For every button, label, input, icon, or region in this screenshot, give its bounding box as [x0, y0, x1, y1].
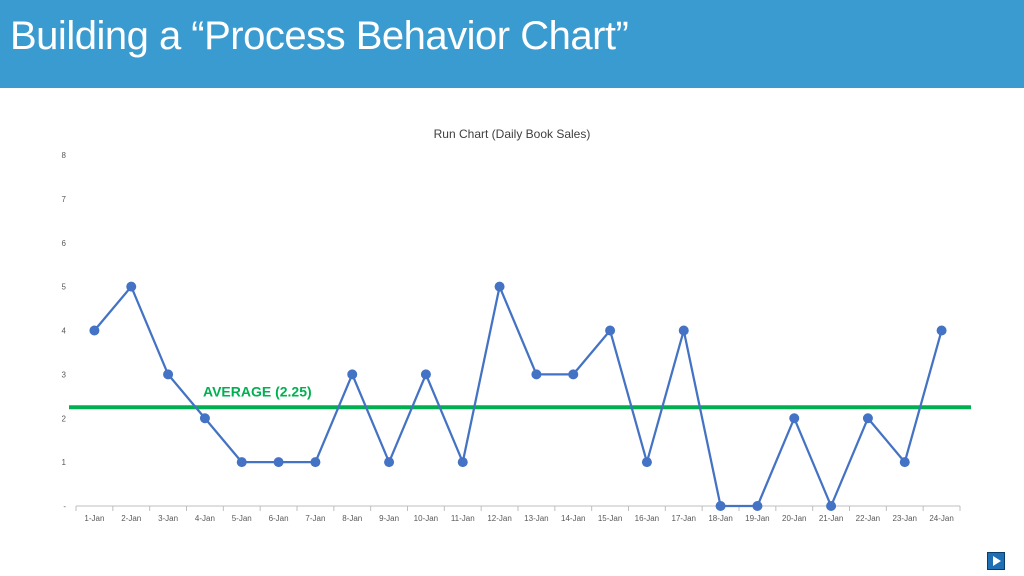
data-point — [126, 281, 137, 292]
data-point — [420, 369, 431, 380]
data-point — [310, 457, 321, 468]
x-tick-label: 6-Jan — [269, 514, 289, 523]
x-tick-label: 20-Jan — [782, 514, 806, 523]
x-tick-label: 4-Jan — [195, 514, 215, 523]
data-point — [199, 413, 210, 424]
slide-title: Building a “Process Behavior Chart” — [10, 14, 629, 58]
next-slide-button[interactable] — [987, 552, 1005, 570]
x-tick-label: 21-Jan — [819, 514, 843, 523]
x-tick-label: 9-Jan — [379, 514, 399, 523]
next-slide-icon — [993, 556, 1001, 566]
data-point — [457, 457, 468, 468]
data-point — [826, 501, 837, 511]
x-tick-label: 2-Jan — [121, 514, 141, 523]
chart-title: Run Chart (Daily Book Sales) — [434, 127, 591, 141]
x-tick-label: 22-Jan — [856, 514, 880, 523]
x-tick-label: 1-Jan — [84, 514, 104, 523]
title-bar: Building a “Process Behavior Chart” — [0, 0, 1024, 88]
x-tick-label: 5-Jan — [232, 514, 252, 523]
x-tick-label: 19-Jan — [745, 514, 769, 523]
data-point — [89, 325, 100, 336]
y-tick-label: 7 — [62, 195, 67, 204]
data-point — [384, 457, 395, 468]
y-tick-label: 1 — [62, 458, 67, 467]
y-tick-label: 5 — [62, 283, 67, 292]
data-point — [568, 369, 579, 380]
data-point — [715, 501, 726, 511]
x-tick-label: 18-Jan — [708, 514, 732, 523]
data-point — [605, 325, 616, 336]
data-point — [273, 457, 284, 468]
x-tick-label: 13-Jan — [524, 514, 548, 523]
data-point — [163, 369, 174, 380]
x-tick-label: 7-Jan — [305, 514, 325, 523]
data-point — [752, 501, 763, 511]
x-tick-label: 15-Jan — [598, 514, 622, 523]
y-tick-label: 8 — [62, 151, 67, 160]
x-tick-label: 10-Jan — [414, 514, 438, 523]
data-point — [236, 457, 247, 468]
data-point — [641, 457, 652, 468]
x-tick-label: 11-Jan — [451, 514, 475, 523]
data-point — [899, 457, 910, 468]
x-tick-label: 16-Jan — [635, 514, 659, 523]
y-tick-label: 2 — [62, 414, 67, 423]
data-point — [347, 369, 358, 380]
x-tick-label: 17-Jan — [672, 514, 696, 523]
x-tick-label: 14-Jan — [561, 514, 585, 523]
x-tick-label: 24-Jan — [929, 514, 953, 523]
x-tick-label: 23-Jan — [893, 514, 917, 523]
x-tick-label: 8-Jan — [342, 514, 362, 523]
series-line — [93, 282, 943, 509]
x-tick-label: 3-Jan — [158, 514, 178, 523]
data-point — [531, 369, 542, 380]
x-tick-label: 12-Jan — [487, 514, 511, 523]
data-point — [789, 413, 800, 424]
y-tick-label: - — [63, 502, 66, 511]
y-tick-label: 3 — [62, 370, 67, 379]
data-point — [862, 413, 873, 424]
data-point — [494, 281, 505, 292]
y-tick-label: 6 — [62, 239, 67, 248]
data-point — [936, 325, 947, 336]
y-tick-label: 4 — [62, 327, 67, 336]
data-point — [678, 325, 689, 336]
average-label: AVERAGE (2.25) — [203, 383, 312, 399]
